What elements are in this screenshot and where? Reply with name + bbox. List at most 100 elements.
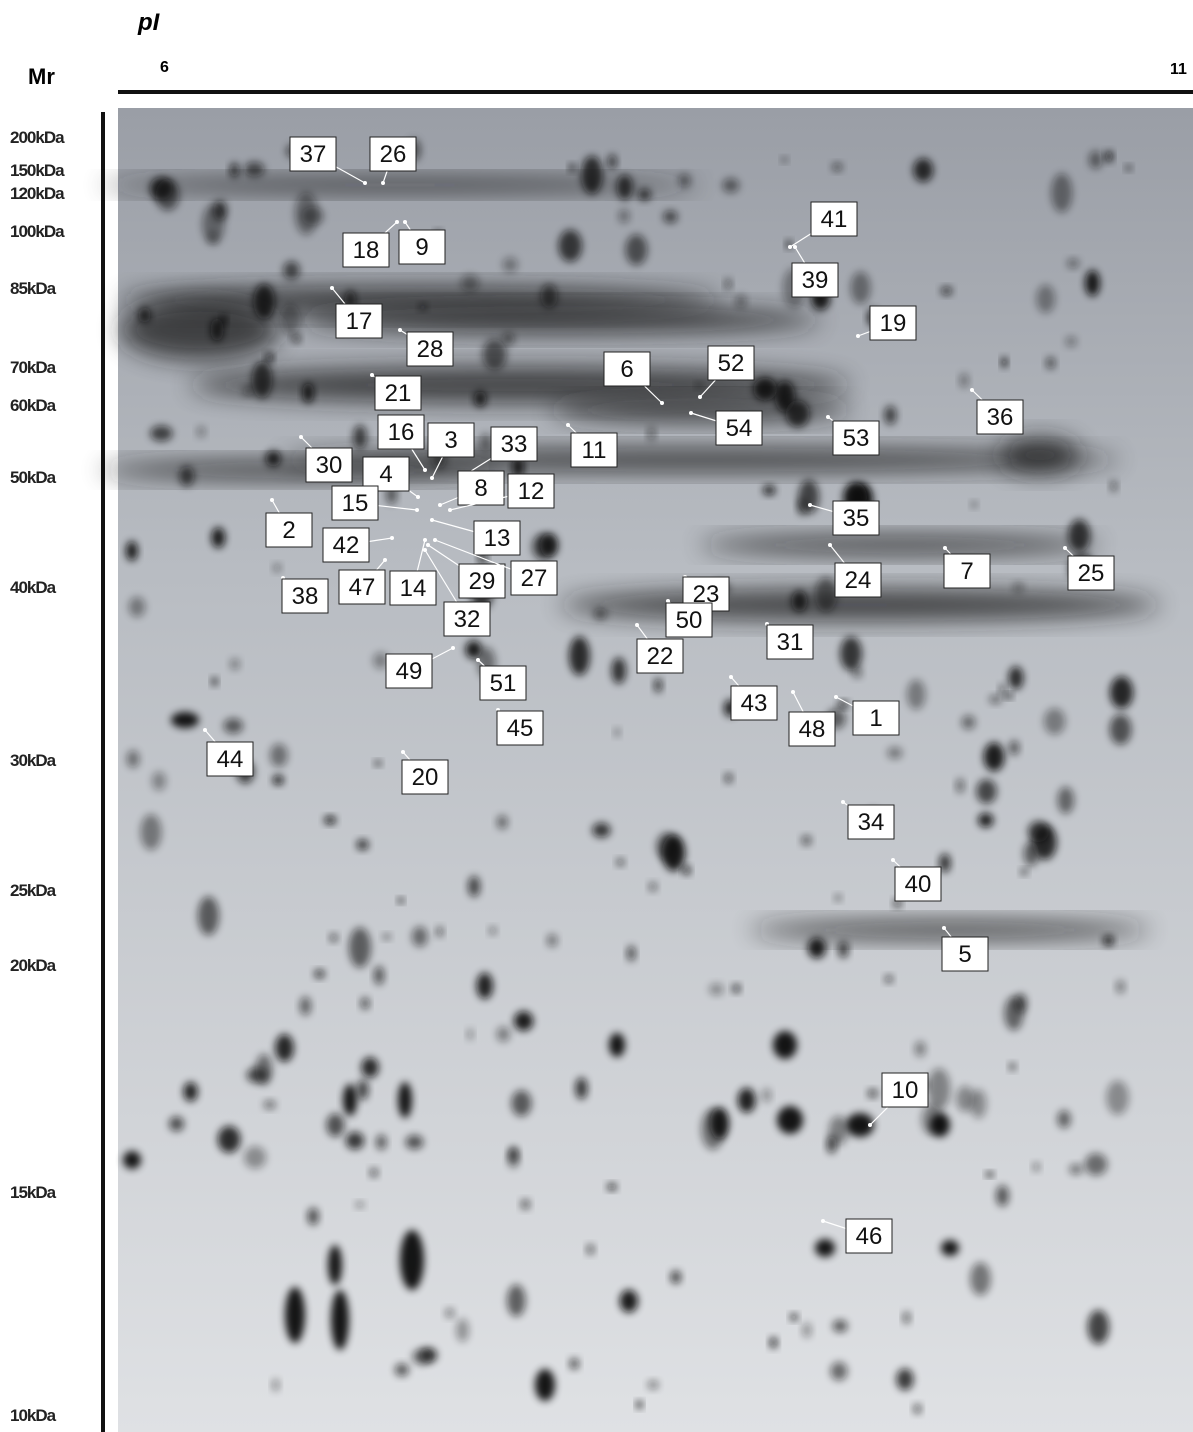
spot — [710, 1108, 729, 1140]
spot — [575, 1077, 587, 1099]
spot — [1013, 582, 1023, 592]
spot — [868, 1089, 878, 1098]
spot-label: 51 — [490, 670, 517, 697]
spot — [395, 1364, 409, 1377]
spot — [913, 1404, 921, 1414]
spot — [270, 744, 288, 768]
spot — [382, 934, 391, 940]
spot — [127, 750, 140, 768]
mw-marker: 40kDa — [10, 578, 57, 597]
spot — [614, 728, 620, 737]
spot — [328, 1245, 342, 1285]
spot — [273, 564, 281, 573]
spot — [770, 1337, 778, 1348]
spot-label: 47 — [349, 574, 376, 601]
spot — [1024, 841, 1039, 866]
spot-label: 6 — [620, 356, 633, 383]
spot — [709, 983, 724, 995]
spot-marker — [841, 800, 845, 804]
spot-marker — [1063, 546, 1067, 550]
spot — [355, 1201, 364, 1208]
spot — [663, 210, 677, 223]
spot — [152, 772, 166, 791]
spot — [930, 1113, 950, 1137]
spot — [1009, 741, 1019, 756]
spot-label: 15 — [342, 490, 369, 517]
gel-figure: pI 6 11 Mr 37264118939171928652213654531… — [0, 0, 1193, 1432]
spot — [941, 286, 952, 295]
spot — [126, 541, 138, 561]
mw-marker: 100kDa — [10, 222, 65, 241]
spot — [283, 261, 300, 279]
spot — [357, 1079, 368, 1100]
spot — [1051, 173, 1072, 212]
spot — [832, 163, 842, 172]
spot — [314, 969, 325, 978]
spot — [649, 882, 657, 892]
mw-marker: 20kDa — [10, 956, 57, 975]
spot — [773, 1031, 797, 1059]
spot — [480, 433, 491, 452]
spot — [445, 1308, 454, 1318]
spot-marker — [381, 181, 385, 185]
spot — [1103, 936, 1113, 946]
spot — [230, 658, 240, 670]
spot — [928, 1068, 951, 1110]
y-axis-label: Mr — [28, 64, 55, 89]
spot — [612, 657, 626, 683]
spot — [156, 179, 180, 210]
spot — [679, 174, 691, 187]
spot — [638, 189, 651, 201]
spot-label: 10 — [892, 1077, 919, 1104]
spot — [608, 154, 617, 169]
spot — [412, 927, 428, 947]
spot-marker — [821, 1219, 825, 1223]
spot — [547, 934, 558, 947]
spot — [374, 760, 381, 766]
spot-marker — [398, 328, 402, 332]
spot-marker — [423, 538, 427, 542]
spot — [971, 501, 977, 508]
spot — [1008, 666, 1023, 689]
spot-marker — [401, 750, 405, 754]
spot — [361, 1057, 378, 1077]
spot — [833, 1320, 848, 1332]
spot — [280, 304, 301, 335]
spot-marker — [438, 503, 442, 507]
spot — [570, 1358, 579, 1369]
spot — [725, 773, 733, 783]
spot — [400, 1230, 424, 1290]
spot — [540, 533, 558, 556]
spot — [254, 284, 275, 319]
spot — [970, 1262, 991, 1295]
spot-marker — [270, 498, 274, 502]
spot — [1044, 708, 1066, 734]
mw-marker: 85kDa — [10, 279, 57, 298]
spot-marker — [330, 286, 334, 290]
spot — [609, 1033, 625, 1057]
spot — [636, 1401, 642, 1409]
spot — [592, 823, 610, 838]
spot-label: 49 — [396, 658, 423, 685]
spot-label: 54 — [726, 415, 753, 442]
spot — [1110, 676, 1133, 708]
spot — [978, 813, 993, 827]
spot — [412, 1349, 432, 1365]
spot — [830, 1362, 847, 1381]
spot-label: 20 — [412, 764, 439, 791]
spot — [353, 425, 367, 449]
spot-label: 33 — [501, 431, 528, 458]
spot-label: 37 — [300, 141, 327, 168]
spot — [292, 334, 301, 343]
spot — [303, 383, 314, 403]
spot-marker — [566, 423, 570, 427]
band — [1000, 437, 1080, 473]
spot-label: 48 — [799, 716, 826, 743]
spot — [840, 637, 862, 671]
spot — [956, 1086, 974, 1112]
spot — [275, 1034, 294, 1062]
x-start: 6 — [160, 59, 169, 76]
spot — [330, 933, 338, 942]
spot-marker — [430, 476, 434, 480]
spot — [361, 997, 370, 1009]
